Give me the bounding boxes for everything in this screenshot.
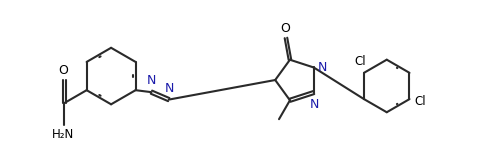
Text: O: O: [58, 64, 68, 77]
Text: N: N: [147, 74, 156, 87]
Text: O: O: [280, 22, 290, 35]
Text: Cl: Cl: [354, 55, 366, 68]
Text: N: N: [318, 61, 327, 74]
Text: H₂N: H₂N: [52, 128, 74, 141]
Text: Cl: Cl: [414, 95, 426, 108]
Text: N: N: [165, 82, 174, 95]
Text: N: N: [310, 98, 319, 111]
